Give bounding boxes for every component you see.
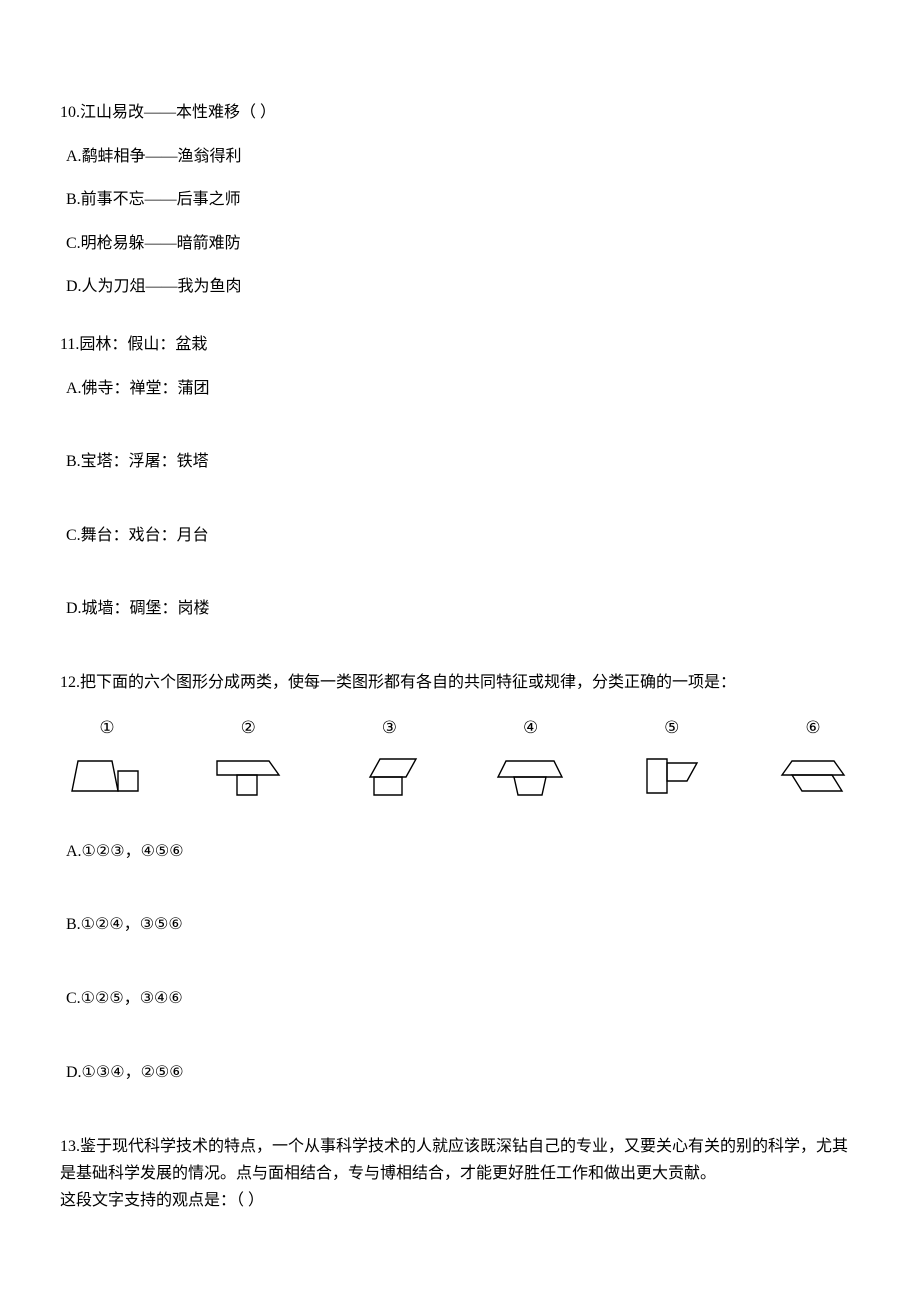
figure-6: ⑥ — [774, 714, 852, 799]
question-11-text: 11.园林：假山：盆栽 — [60, 332, 860, 358]
question-13-paragraph: 13.鉴于现代科学技术的特点，一个从事科学技术的人就应该既深钻自己的专业，又要关… — [60, 1133, 860, 1187]
q10-option-b[interactable]: B.前事不忘——后事之师 — [60, 187, 860, 213]
question-10: 10.江山易改——本性难移（ ） A.鹬蚌相争——渔翁得利 B.前事不忘——后事… — [60, 100, 860, 300]
figure-3-svg — [350, 753, 428, 799]
figure-5: ⑤ — [633, 714, 711, 799]
figure-6-label: ⑥ — [805, 714, 820, 741]
figure-3-label: ③ — [382, 714, 397, 741]
figure-4-svg — [492, 753, 570, 799]
question-12-text: 12.把下面的六个图形分成两类，使每一类图形都有各自的共同特征或规律，分类正确的… — [60, 670, 860, 696]
figure-2-svg — [209, 753, 287, 799]
q12-option-b[interactable]: B.①②④，③⑤⑥ — [60, 912, 860, 938]
q11-option-d[interactable]: D.城墙：碉堡：岗楼 — [60, 596, 860, 622]
figure-2-label: ② — [241, 714, 256, 741]
figure-row: ① ② ③ — [60, 714, 860, 799]
question-12: 12.把下面的六个图形分成两类，使每一类图形都有各自的共同特征或规律，分类正确的… — [60, 670, 860, 1085]
q12-option-c[interactable]: C.①②⑤，③④⑥ — [60, 986, 860, 1012]
figure-5-label: ⑤ — [664, 714, 679, 741]
figure-4-label: ④ — [523, 714, 538, 741]
q11-option-b[interactable]: B.宝塔：浮屠：铁塔 — [60, 449, 860, 475]
figure-3: ③ — [350, 714, 428, 799]
question-11: 11.园林：假山：盆栽 A.佛寺：禅堂：蒲团 B.宝塔：浮屠：铁塔 C.舞台：戏… — [60, 332, 860, 622]
figure-1-label: ① — [99, 714, 114, 741]
q11-option-a[interactable]: A.佛寺：禅堂：蒲团 — [60, 376, 860, 402]
q10-option-c[interactable]: C.明枪易躲——暗箭难防 — [60, 231, 860, 257]
q12-option-a[interactable]: A.①②③，④⑤⑥ — [60, 839, 860, 865]
figure-1-svg — [68, 753, 146, 799]
q11-option-c[interactable]: C.舞台：戏台：月台 — [60, 523, 860, 549]
q12-option-d[interactable]: D.①③④，②⑤⑥ — [60, 1060, 860, 1086]
question-10-text: 10.江山易改——本性难移（ ） — [60, 100, 860, 126]
question-13-prompt: 这段文字支持的观点是：（ ） — [60, 1187, 860, 1214]
question-13: 13.鉴于现代科学技术的特点，一个从事科学技术的人就应该既深钻自己的专业，又要关… — [60, 1133, 860, 1215]
figure-4: ④ — [492, 714, 570, 799]
q10-option-d[interactable]: D.人为刀俎——我为鱼肉 — [60, 274, 860, 300]
q10-option-a[interactable]: A.鹬蚌相争——渔翁得利 — [60, 144, 860, 170]
figure-5-svg — [633, 753, 711, 799]
figure-2: ② — [209, 714, 287, 799]
figure-1: ① — [68, 714, 146, 799]
figure-6-svg — [774, 753, 852, 799]
